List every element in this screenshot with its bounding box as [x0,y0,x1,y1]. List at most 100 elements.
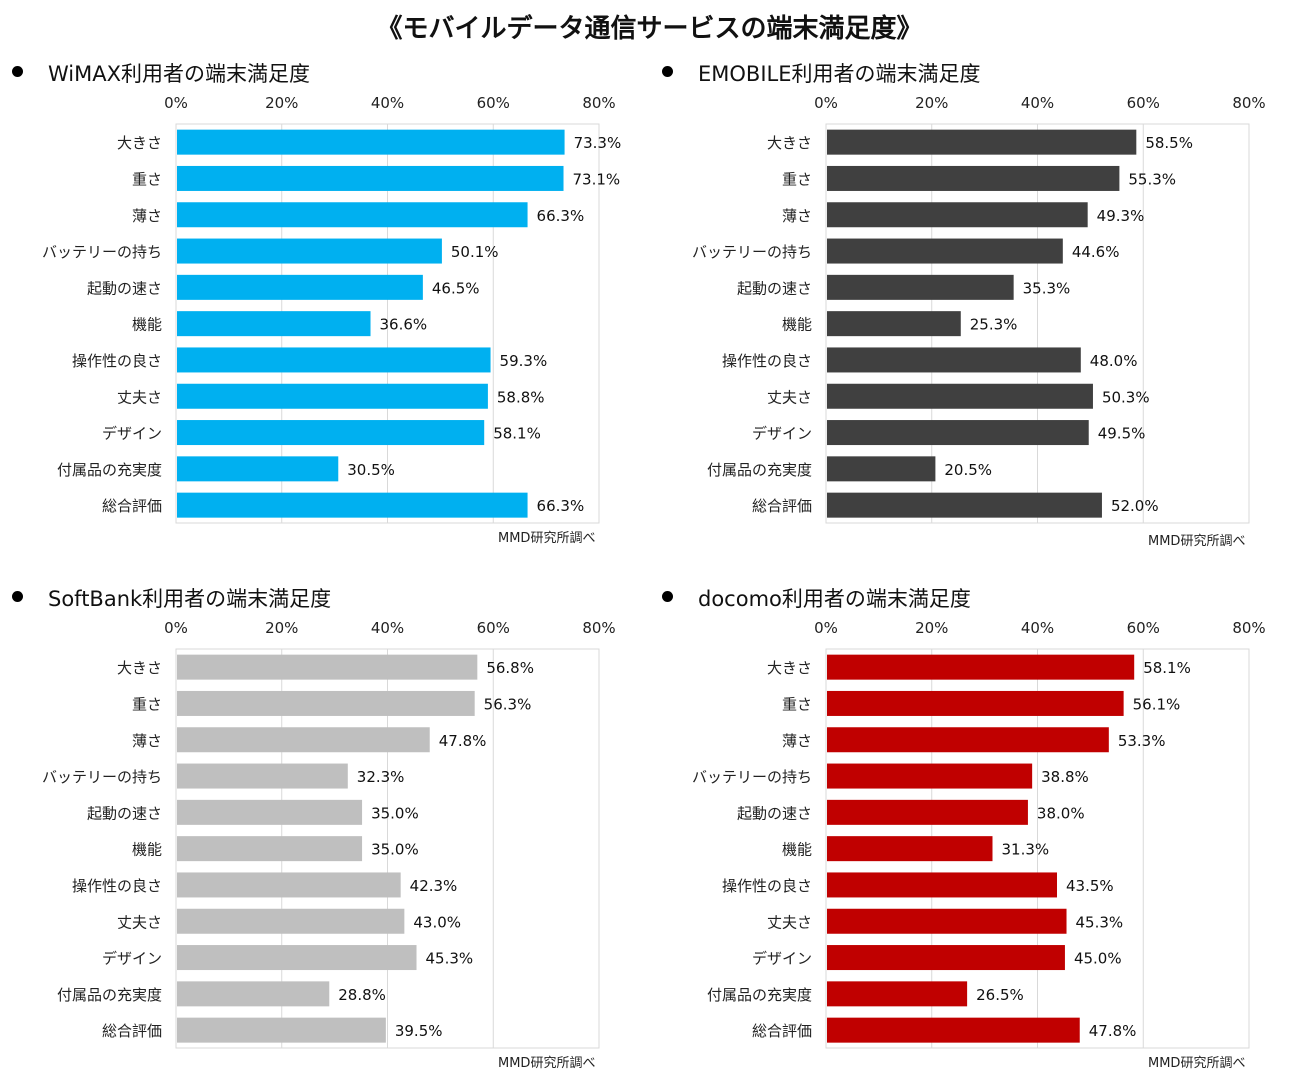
chart-panel-docomo: docomo利用者の端末満足度 0% 20% 40% 60% 80% 大きさ 58.1% 重さ… [650,583,1290,1083]
bar [827,654,1135,680]
category-label: 機能 [782,316,812,334]
category-label: 付属品の充実度 [707,986,812,1004]
category-label: デザイン [752,425,812,443]
data-label: 55.3% [1128,170,1176,188]
category-label: バッテリーの持ち [692,243,812,261]
category-label: 付属品の充実度 [57,461,162,479]
data-label: 52.0% [1111,497,1159,515]
data-label: 73.1% [573,170,621,188]
data-label: 45.3% [426,950,474,968]
data-label: 26.5% [976,986,1024,1004]
data-label: 66.3% [537,207,585,225]
data-label: 35.0% [371,804,419,822]
bar [177,836,363,862]
bar [827,492,1102,518]
source-note: MMD研究所調べ [1148,534,1246,549]
category-label: 機能 [132,316,162,334]
data-label: 73.3% [574,134,622,152]
category-label: 重さ [132,695,162,713]
category-label: バッテリーの持ち [42,768,162,786]
category-label: 大きさ [767,659,812,677]
bar [177,1017,386,1043]
bar [177,456,339,482]
x-tick-label: 60% [477,94,510,112]
category-label: 総合評価 [102,1022,162,1040]
data-label: 25.3% [970,316,1018,334]
bar [827,274,1014,300]
bar-chart-docomo: 0% 20% 40% 60% 80% 大きさ 58.1% 重さ 56.1% 薄さ 53.3% バッテリ… [692,619,1266,1049]
bar [827,238,1063,264]
data-label: 46.5% [432,279,480,297]
data-label: 20.5% [944,461,992,479]
bar [177,908,405,934]
category-label: 大きさ [117,134,162,152]
x-tick-label: 40% [371,619,404,637]
data-label: 53.3% [1118,732,1166,750]
bar [177,274,423,300]
data-label: 28.8% [338,986,386,1004]
data-label: 49.3% [1097,207,1145,225]
source-note: MMD研究所調べ [498,1056,596,1071]
category-label: バッテリーの持ち [42,243,162,261]
bar [177,945,417,971]
main-title: 《モバイルデータ通信サービスの端末満足度》 [376,14,923,44]
data-label: 44.6% [1072,243,1120,261]
bar-chart-wimax: 0% 20% 40% 60% 80% 大きさ 73.3% 重さ 73.1% 薄さ 66.3% バッテリ… [42,94,622,524]
chart-panel-emobile: EMOBILE利用者の端末満足度 0% 20% 40% 60% 80% 大きさ 58.5% 重… [650,58,1290,558]
bar [827,456,936,482]
bar [177,202,528,228]
category-label: 操作性の良さ [72,877,162,895]
category-label: 機能 [132,841,162,859]
bar [177,799,363,825]
data-label: 48.0% [1090,352,1138,370]
category-label: 丈夫さ [767,388,812,406]
chart-panel-softbank: SoftBank利用者の端末満足度 0% 20% 40% 60% 80% 大きさ 56.8%… [0,583,640,1083]
data-label: 56.1% [1133,695,1181,713]
category-label: 大きさ [767,134,812,152]
bullet-icon [662,66,673,77]
data-label: 43.0% [413,913,461,931]
x-tick-label: 20% [915,94,948,112]
bar [827,690,1124,716]
data-label: 49.5% [1098,425,1146,443]
category-label: 大きさ [117,659,162,677]
chart-title: SoftBank利用者の端末満足度 [48,587,332,611]
category-label: 付属品の充実度 [57,986,162,1004]
category-label: デザイン [102,425,162,443]
data-label: 35.0% [371,841,419,859]
x-tick-label: 40% [371,94,404,112]
category-label: 丈夫さ [117,913,162,931]
data-label: 47.8% [439,732,487,750]
category-label: バッテリーの持ち [692,768,812,786]
bar [827,1017,1080,1043]
bar [177,238,442,264]
x-tick-label: 80% [1232,619,1265,637]
data-label: 32.3% [357,768,405,786]
category-label: 操作性の良さ [722,877,812,895]
bar [827,129,1137,155]
data-label: 58.8% [497,388,545,406]
data-label: 39.5% [395,1022,443,1040]
bar [177,492,528,518]
category-label: 起動の速さ [737,804,812,822]
bar [177,981,330,1007]
category-label: デザイン [102,950,162,968]
data-label: 47.8% [1089,1022,1137,1040]
data-label: 38.0% [1037,804,1085,822]
bar-chart-softbank: 0% 20% 40% 60% 80% 大きさ 56.8% 重さ 56.3% 薄さ 47.8% バッテリ… [42,619,616,1049]
bar [827,311,961,337]
x-tick-label: 60% [1127,619,1160,637]
x-tick-label: 40% [1021,94,1054,112]
x-tick-label: 80% [1232,94,1265,112]
category-label: 総合評価 [752,497,812,515]
category-label: 操作性の良さ [72,352,162,370]
bar [827,836,993,862]
bar [177,763,348,789]
bar [827,165,1120,191]
category-label: 付属品の充実度 [707,461,812,479]
category-label: 薄さ [132,732,162,750]
bar [177,420,485,446]
bar [827,420,1089,446]
x-tick-label: 60% [477,619,510,637]
category-label: 薄さ [782,207,812,225]
